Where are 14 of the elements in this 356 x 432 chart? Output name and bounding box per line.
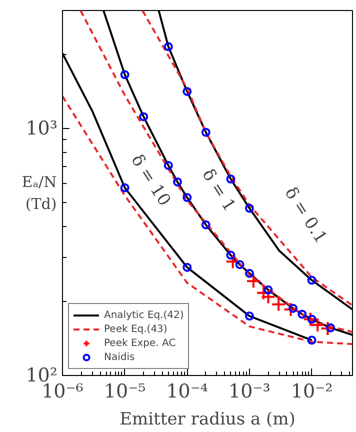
- annotation: δ = 10: [126, 151, 174, 210]
- x-axis-title: Emitter radius a (m): [120, 410, 296, 430]
- legend-label: Naidis: [104, 350, 135, 364]
- x-tick-label: 10⁻⁴: [166, 380, 208, 402]
- annotation: δ = 1: [198, 166, 240, 216]
- annotation: δ = 0.1: [280, 184, 331, 248]
- y-axis-title: Eₐ/N (Td): [22, 173, 57, 213]
- legend-label: Peek Eq.(43): [104, 322, 168, 336]
- x-tick-label: 10⁻⁵: [104, 380, 146, 402]
- legend-label: Peek Expe. AC: [104, 336, 176, 350]
- x-tick-label: 10⁻²: [290, 380, 333, 402]
- legend-label: Analytic Eq.(42): [104, 308, 184, 322]
- x-tick-label: 10⁻³: [228, 380, 270, 402]
- y-tick-label: 10³: [26, 117, 58, 140]
